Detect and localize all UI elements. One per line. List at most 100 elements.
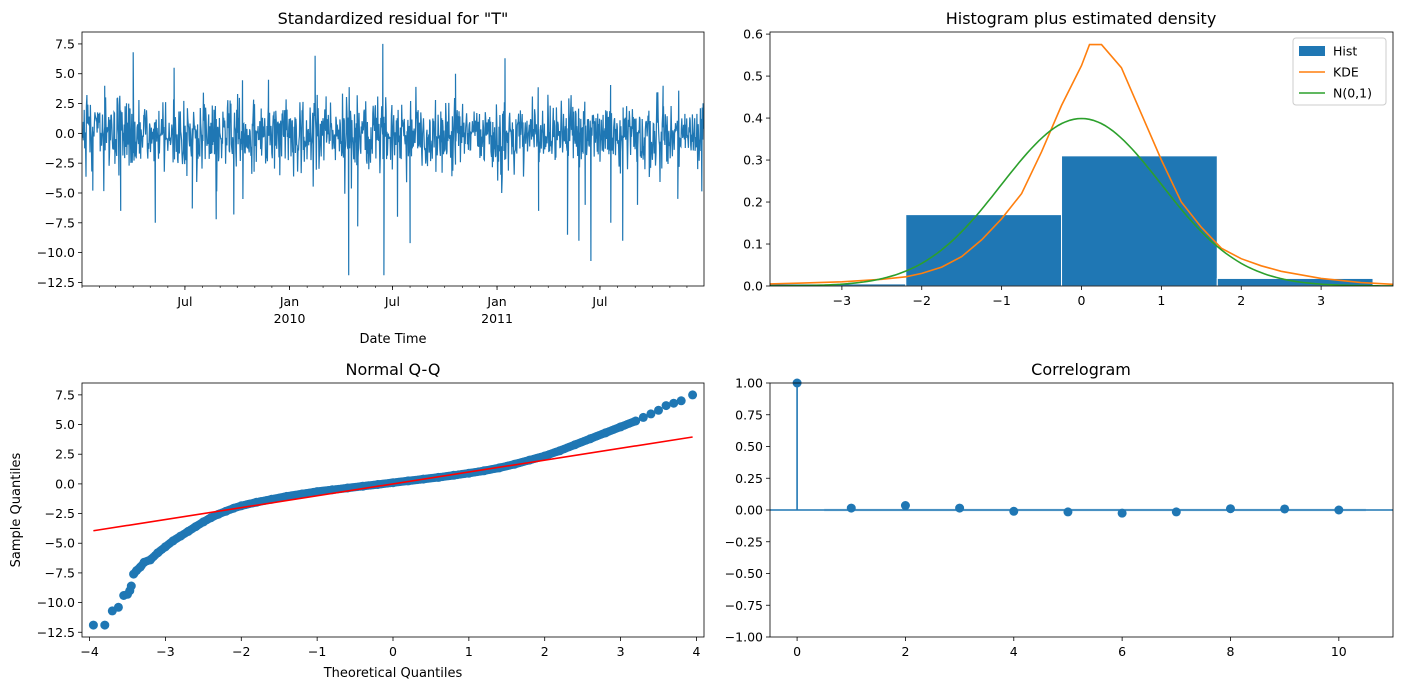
residual-ytick-label: −10.0 [37, 245, 75, 260]
qq-point [312, 487, 322, 497]
histogram-bar [905, 214, 1063, 286]
qq-point [183, 526, 193, 536]
qq-point [153, 548, 163, 558]
qq-point [646, 409, 656, 419]
histogram-ytick-label: 0.0 [743, 279, 763, 294]
qq-xtick-label: −3 [156, 644, 174, 659]
acf-xtick-label: 10 [1331, 644, 1347, 659]
residual-ytick-label: −5.0 [45, 185, 75, 200]
qq-point [198, 517, 208, 527]
histogram-xtick-label: 3 [1317, 293, 1325, 308]
acf-point [1009, 506, 1019, 516]
qq-panel: Normal Q-Q Theoretical Quantiles Sample … [9, 360, 705, 681]
residual-frame [81, 31, 705, 287]
qq-ylabel: Sample Quantiles [9, 452, 24, 567]
acf-ytick-label: 0.25 [735, 471, 763, 486]
qq-ytick-label: 0.0 [55, 476, 75, 491]
qq-point [669, 398, 679, 408]
histogram-xtick-label: 1 [1157, 293, 1165, 308]
residual-xtick-label: Jan [279, 294, 299, 309]
qq-point [282, 491, 292, 501]
histogram-xtick-label: 2 [1237, 293, 1245, 308]
acf-point [1117, 508, 1127, 518]
acf-ytick-label: −0.50 [725, 566, 763, 581]
qq-point [145, 555, 155, 565]
acf-xtick-label: 2 [901, 644, 909, 659]
acf-point [955, 503, 965, 513]
histogram-ytick-label: 0.6 [743, 27, 763, 42]
residual-xtick-year: 2010 [274, 311, 306, 326]
qq-reference-line [93, 436, 693, 532]
acf-point [900, 501, 910, 511]
qq-xtick-label: −1 [308, 644, 326, 659]
residual-ytick-label: −7.5 [45, 215, 75, 230]
acf-ytick-label: −1.00 [725, 630, 763, 645]
qq-point [236, 501, 246, 511]
kde-line [770, 43, 1393, 286]
qq-ytick-label: −10.0 [37, 595, 75, 610]
qq-point [100, 620, 110, 630]
qq-ytick-label: −7.5 [45, 565, 75, 580]
qq-point [168, 536, 178, 546]
histogram-panel: Histogram plus estimated density 0.0 0.1 0… [743, 9, 1394, 308]
qq-point [191, 522, 201, 532]
acf-ytick-label: −0.25 [725, 534, 763, 549]
qq-point [661, 401, 671, 411]
qq-point [570, 440, 580, 450]
normal-density-line [770, 117, 1393, 286]
acf-xtick-label: 8 [1227, 644, 1235, 659]
legend-label: N(0,1) [1333, 86, 1372, 101]
qq-point [373, 480, 383, 489]
qq-point [126, 581, 136, 591]
qq-frame [81, 382, 705, 638]
acf-point [846, 503, 856, 513]
histogram-bar [1061, 155, 1218, 286]
qq-point [676, 396, 686, 406]
qq-xtick-label: 2 [541, 644, 549, 659]
residual-ytick-label: −12.5 [37, 275, 75, 290]
legend-swatch-hist [1299, 46, 1325, 56]
acf-point [1063, 507, 1073, 517]
histogram-ytick-label: 0.4 [743, 111, 763, 126]
residual-xtick-label: Jul [591, 294, 607, 309]
histogram-title: Histogram plus estimated density [946, 9, 1217, 28]
qq-ytick-label: 5.0 [55, 417, 75, 432]
acf-ytick-label: 0.00 [735, 503, 763, 518]
qq-point [540, 451, 550, 461]
qq-point [327, 485, 337, 495]
histogram-xtick-label: −3 [833, 293, 851, 308]
correlogram-title: Correlogram [1031, 360, 1131, 379]
acf-point [1225, 504, 1235, 514]
acf-point [1280, 504, 1290, 514]
qq-point [297, 489, 307, 499]
acf-point [1171, 507, 1181, 517]
qq-point [555, 446, 565, 456]
qq-xtick-label: 3 [617, 644, 625, 659]
qq-xlabel: Theoretical Quantiles [323, 666, 463, 681]
qq-ytick-label: −2.5 [45, 506, 75, 521]
qq-xtick-label: 0 [389, 644, 397, 659]
legend-label: KDE [1333, 65, 1359, 80]
qq-ytick-label: 2.5 [55, 447, 75, 462]
residual-panel: Standardized residual for "T" Date Time … [37, 9, 705, 347]
qq-point [267, 494, 277, 504]
qq-xtick-label: −2 [232, 644, 250, 659]
residual-xtick-label: Jul [176, 294, 192, 309]
acf-xtick-label: 4 [1010, 644, 1018, 659]
acf-ytick-label: 1.00 [735, 376, 763, 391]
qq-ytick-label: 7.5 [55, 387, 75, 402]
histogram-xtick-label: 0 [1078, 293, 1086, 308]
acf-xtick-label: 0 [793, 644, 801, 659]
residual-ytick-label: 5.0 [55, 66, 75, 81]
histogram-ytick-label: 0.3 [743, 153, 763, 168]
histogram-xtick-label: −2 [913, 293, 931, 308]
qq-point [206, 513, 216, 523]
qq-ytick-label: −12.5 [37, 625, 75, 640]
qq-point [654, 405, 663, 415]
qq-point [88, 620, 98, 630]
histogram-ytick-label: 0.2 [743, 195, 763, 210]
residual-xlabel: Date Time [359, 332, 426, 347]
residual-xtick-label: Jul [384, 294, 400, 309]
qq-point [449, 470, 459, 480]
